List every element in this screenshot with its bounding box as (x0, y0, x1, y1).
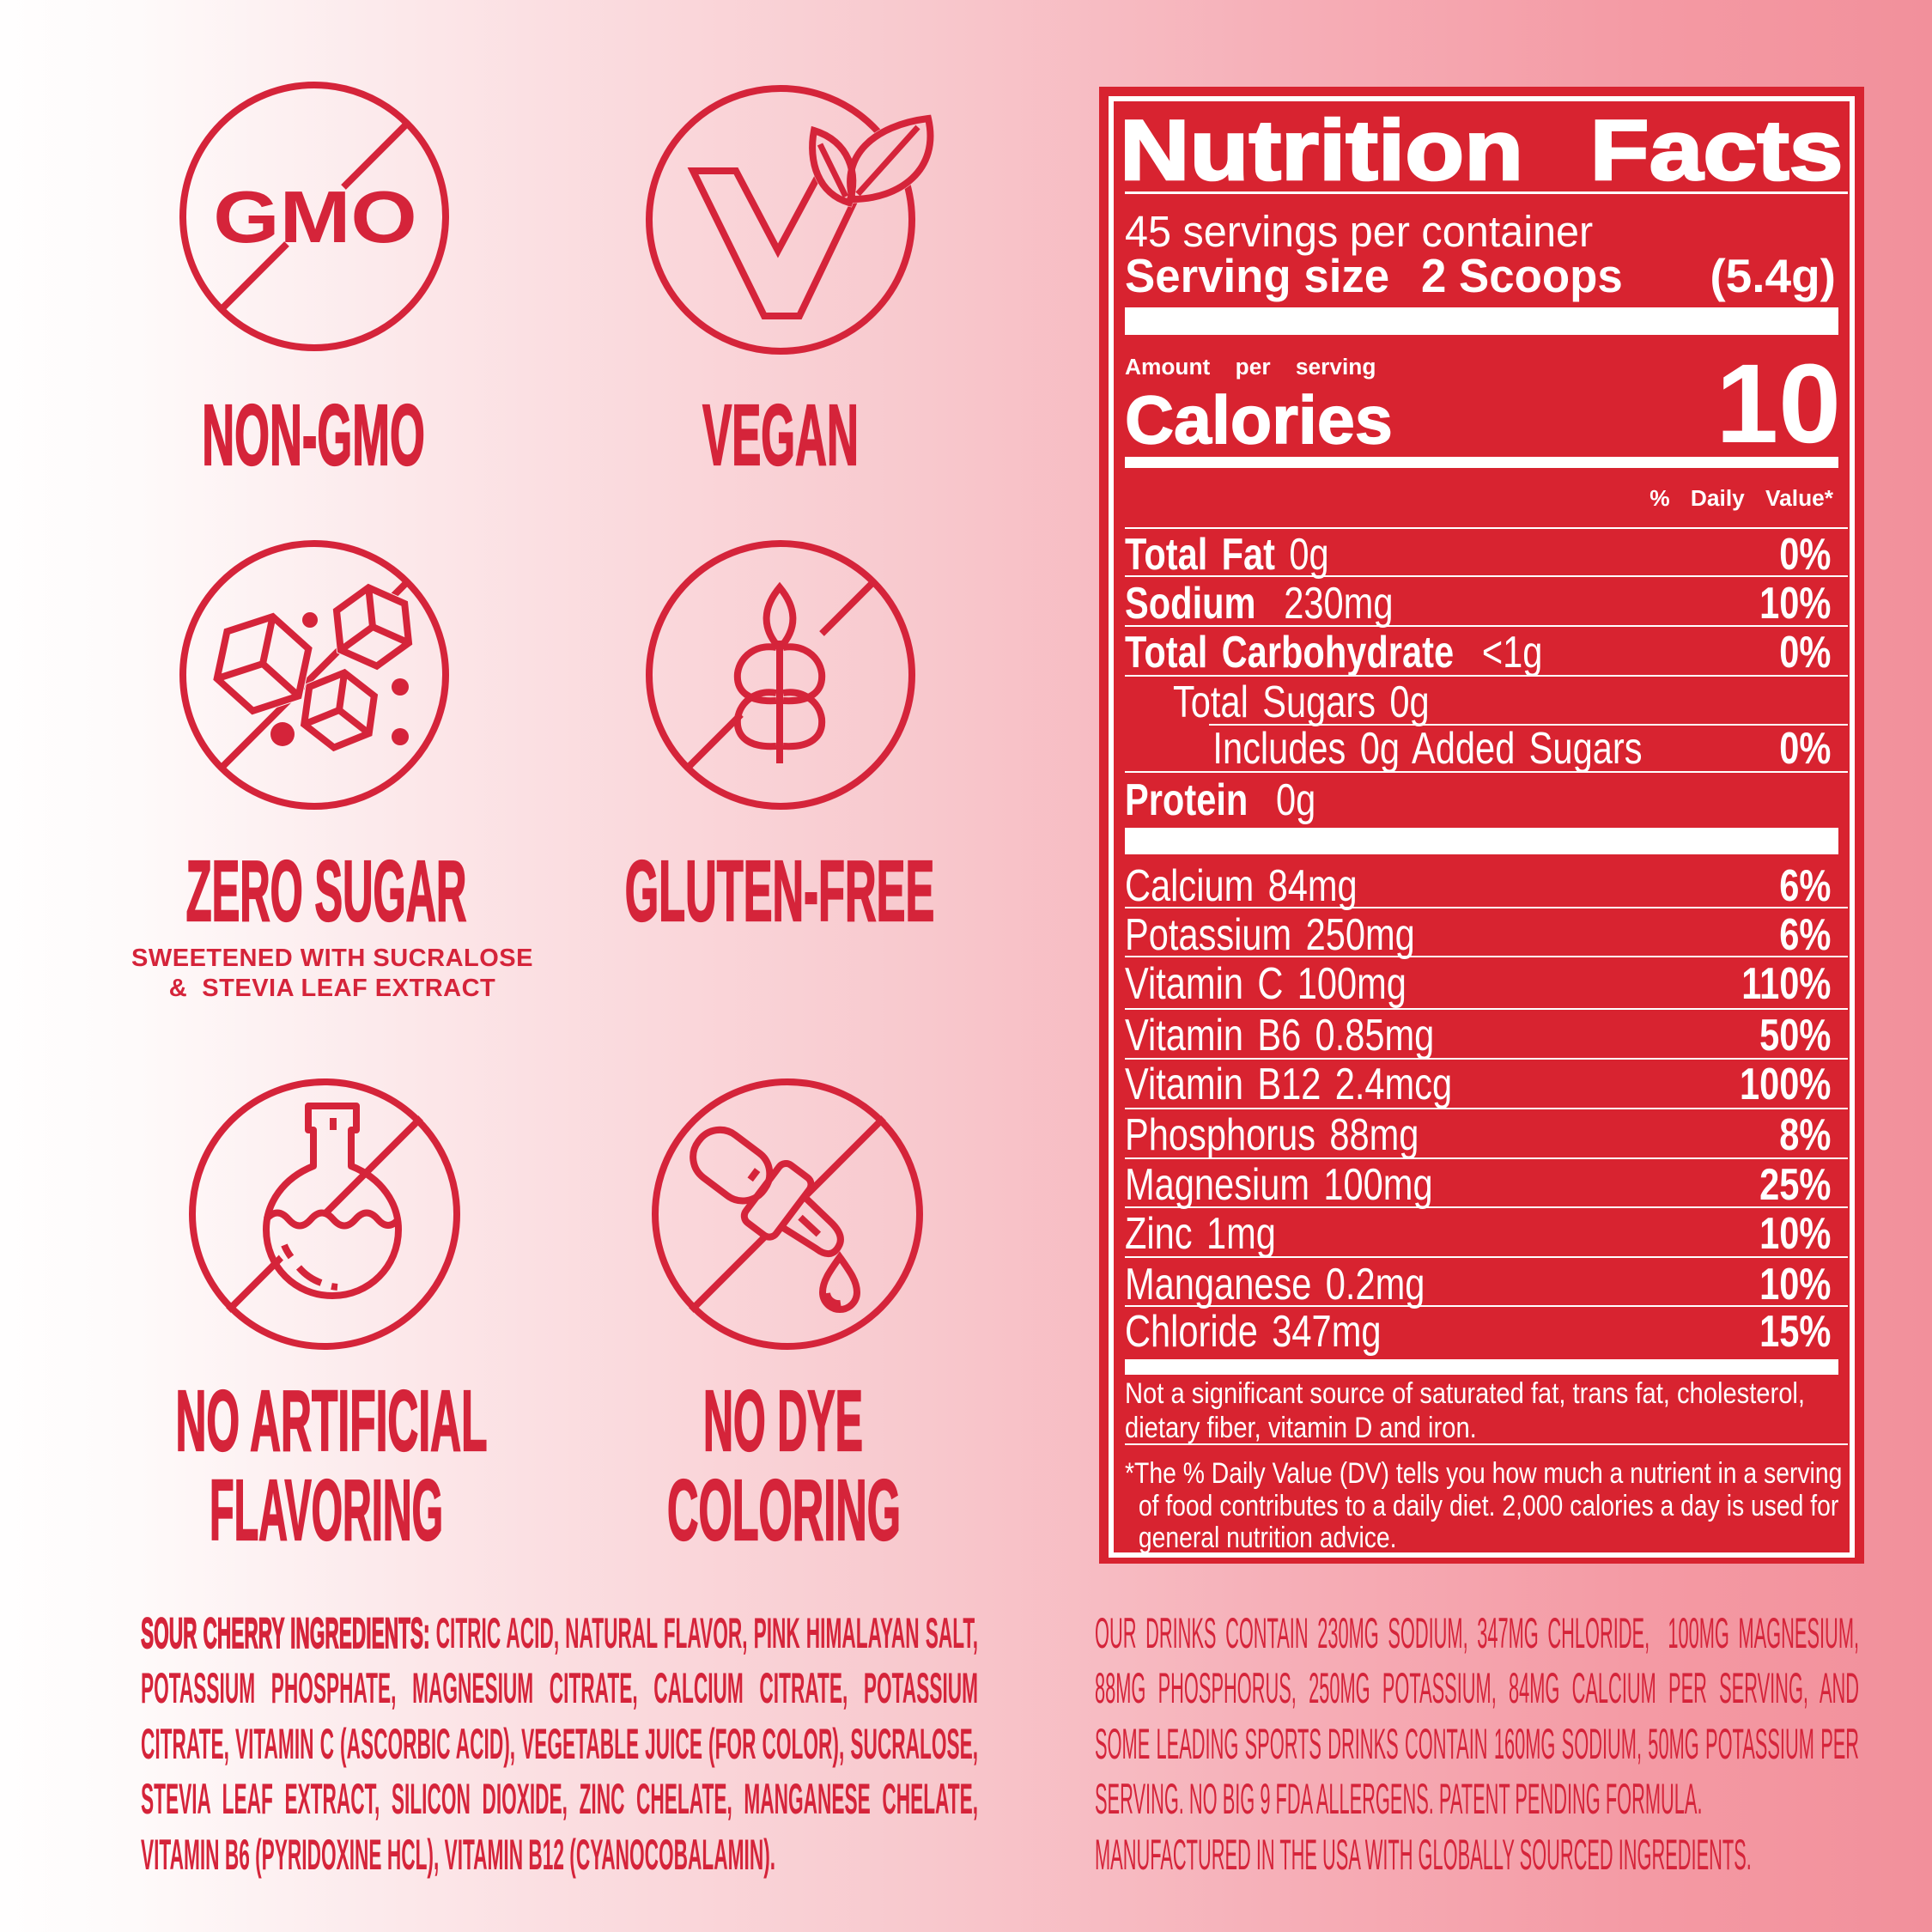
svg-text:GMO: GMO (213, 176, 417, 258)
